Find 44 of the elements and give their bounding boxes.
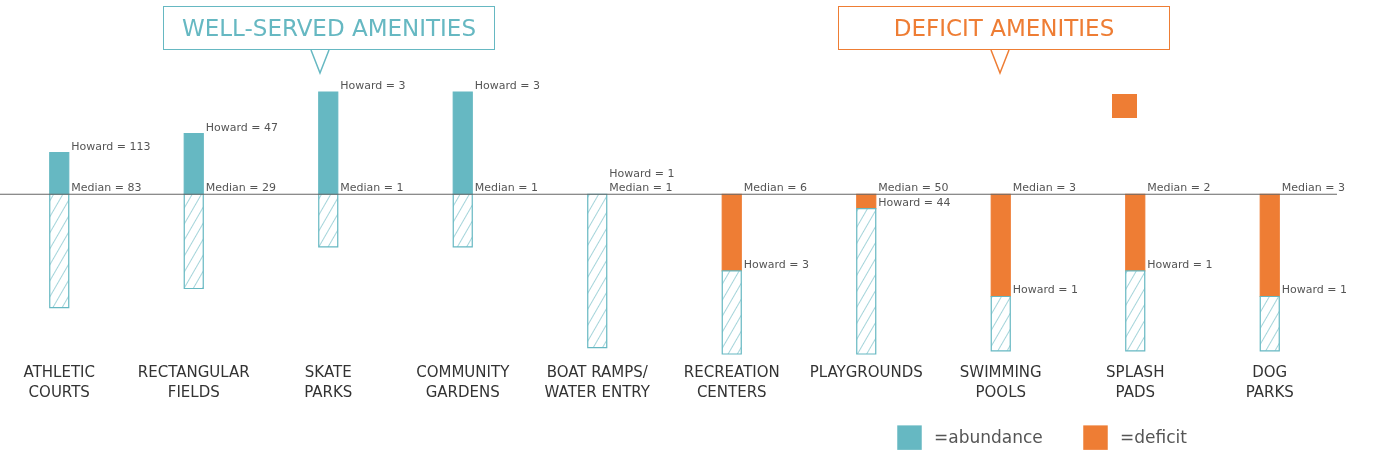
x-tick-label: SKATE PARKS	[304, 362, 353, 401]
x-tick-label: SPLASH PADS	[1106, 362, 1165, 401]
bar	[1259, 295, 1280, 352]
x-tick-label: RECTANGULAR FIELDS	[137, 362, 250, 401]
annotation: Median = 1	[609, 181, 673, 195]
annotation: Howard = 1	[1147, 257, 1213, 271]
annotation: Howard = 1	[609, 167, 675, 181]
x-tick-label: COMMUNITY GARDENS	[416, 362, 511, 401]
legend-label: =deficit	[1120, 426, 1188, 447]
bar	[587, 193, 608, 349]
bar	[990, 193, 1011, 298]
annotation: Howard = 3	[743, 257, 810, 271]
text: WELL-SERVED AMENITIES	[163, 6, 495, 50]
annotation: Howard = 1	[1281, 283, 1348, 297]
bar	[856, 208, 877, 355]
annotation: Howard = 44	[878, 195, 951, 209]
bar	[1259, 193, 1280, 298]
bar	[1125, 193, 1146, 272]
annotation: Median = 1	[474, 181, 538, 195]
legend-label: =abundance	[934, 426, 1043, 447]
x-tick-label: SWIMMING POOLS	[959, 362, 1042, 401]
bar	[721, 193, 742, 272]
text: DEFICIT AMENITIES	[838, 6, 1170, 50]
annotation: Median = 50	[878, 181, 949, 195]
annotation: Median = 29	[205, 181, 276, 195]
x-tick-label: PLAYGROUNDS	[809, 362, 923, 381]
x-tick-label: ATHLETIC COURTS	[23, 362, 95, 401]
x-tick-label: BOAT RAMPS/ WATER ENTRY	[544, 362, 651, 401]
annotation: Median = 1	[340, 181, 404, 195]
annotation: Median = 3	[1281, 181, 1345, 195]
x-tick-label: DOG PARKS	[1245, 362, 1294, 401]
annotation: Howard = 1	[1012, 283, 1079, 297]
annotation: Median = 6	[743, 181, 807, 195]
annotation: Median = 83	[71, 181, 142, 195]
annotation: Howard = 3	[474, 79, 541, 92]
annotation: Howard = 3	[340, 79, 406, 92]
annotation: Median = 2	[1147, 181, 1211, 195]
x-tick-label: RECREATION CENTERS	[683, 362, 780, 401]
annotation: Howard = 47	[205, 120, 279, 134]
annotation: Median = 3	[1012, 181, 1076, 195]
bar	[990, 295, 1011, 352]
bar	[721, 270, 742, 355]
annotation: Howard = 113	[71, 139, 151, 153]
bar	[1125, 270, 1146, 352]
